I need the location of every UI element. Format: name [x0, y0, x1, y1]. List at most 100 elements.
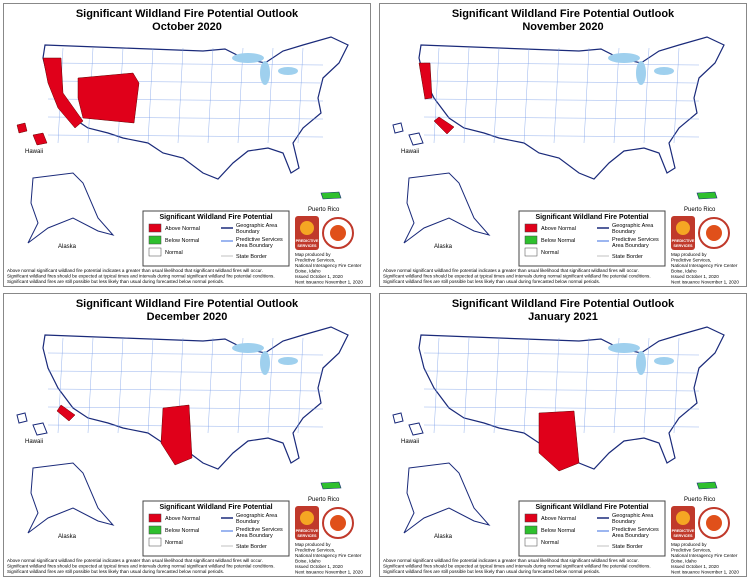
legend-title: Significant Wildland Fire Potential	[535, 214, 648, 221]
state-border	[423, 62, 700, 66]
state-border	[423, 388, 700, 392]
credit-line: Predictive Services,	[295, 548, 335, 553]
credit-line: Map produced by	[295, 542, 331, 547]
great-lake	[636, 61, 646, 85]
state-border	[423, 116, 700, 120]
legend-label: Above Normal	[165, 226, 200, 232]
hawaii-island	[408, 422, 424, 436]
great-lake	[260, 61, 270, 85]
nifc-seal-center	[330, 515, 346, 531]
map-title: Significant Wildland Fire Potential Outl…	[452, 298, 675, 310]
state-border	[423, 80, 700, 84]
nifc-seal-center	[706, 515, 722, 531]
alaska-outline	[403, 462, 491, 534]
legend-label: Below Normal	[165, 528, 199, 534]
hawaii-island	[16, 412, 28, 424]
great-lake	[608, 343, 640, 353]
credit-line: Issued October 1, 2020	[295, 274, 343, 279]
footnote: Significant wildland fires should be exp…	[383, 274, 651, 279]
logo-text: SERVICES	[673, 244, 693, 248]
hawaii-island	[392, 412, 404, 424]
state-border	[117, 337, 124, 434]
legend-box	[518, 500, 666, 557]
nifc-seal-center	[330, 225, 346, 241]
alaska-outline	[27, 462, 115, 534]
above-normal-area	[538, 410, 580, 472]
legend-label: State Border	[612, 544, 643, 550]
legend-box	[518, 210, 666, 267]
footnote: Significant wildland fires should be exp…	[383, 564, 651, 569]
legend-label: Predictive Services	[612, 237, 659, 243]
puerto-rico-label: Puerto Rico	[308, 497, 340, 503]
credit-line: Map produced by	[295, 252, 331, 257]
footnote: Significant wildland fires are still pos…	[7, 279, 224, 284]
great-lake	[278, 67, 298, 75]
legend-label: Below Normal	[541, 528, 575, 534]
legend-swatch	[524, 513, 538, 523]
state-border	[237, 47, 244, 144]
above-normal-area	[56, 404, 76, 422]
great-lake	[636, 351, 646, 375]
hawaii-label: Hawaii	[401, 149, 419, 155]
hawaii-label: Hawaii	[25, 439, 43, 445]
alaska-label: Alaska	[434, 244, 453, 250]
great-lake	[232, 53, 264, 63]
state-border	[87, 337, 94, 434]
puerto-rico-label: Puerto Rico	[684, 497, 716, 503]
legend-swatch	[148, 235, 162, 245]
hawaii-label: Hawaii	[401, 439, 419, 445]
state-border	[267, 47, 274, 144]
credit-line: National Interagency Fire Center	[295, 263, 362, 268]
legend-swatch	[148, 537, 162, 547]
map-subtitle: November 2020	[522, 21, 603, 33]
state-border	[47, 352, 324, 356]
hawaii-island	[392, 122, 404, 134]
credit-line: Boise, Idaho	[671, 559, 697, 564]
footnote: Significant wildland fires are still pos…	[383, 569, 600, 574]
state-border	[423, 134, 700, 138]
legend-box	[142, 500, 290, 557]
legend-label: Geographic Area	[236, 223, 278, 229]
map-subtitle: January 2021	[528, 311, 598, 323]
logo-text: SERVICES	[297, 244, 317, 248]
above-normal-area	[32, 132, 48, 146]
great-lake	[278, 357, 298, 365]
above-normal-area	[16, 122, 28, 134]
credit-line: Map produced by	[671, 542, 707, 547]
legend-label: Area Boundary	[236, 533, 273, 539]
state-border	[583, 47, 590, 144]
legend-label: Geographic Area	[612, 223, 654, 229]
legend-swatch	[524, 223, 538, 233]
credit-line: Predictive Services,	[671, 548, 711, 553]
logo-text: SERVICES	[297, 534, 317, 538]
legend-label: Below Normal	[541, 238, 575, 244]
state-border	[643, 47, 650, 144]
state-border	[57, 337, 64, 434]
map-subtitle: December 2020	[147, 311, 228, 323]
logo-text: SERVICES	[673, 534, 693, 538]
puerto-rico	[696, 481, 718, 490]
credit-line: Boise, Idaho	[671, 269, 697, 274]
great-lake	[654, 67, 674, 75]
footnote: Significant wildland fires should be exp…	[7, 274, 275, 279]
state-border	[423, 98, 700, 102]
state-border	[613, 47, 620, 144]
legend-label: Geographic Area	[236, 513, 278, 519]
state-border	[47, 370, 324, 374]
legend-label: Predictive Services	[236, 237, 283, 243]
map-panel: Significant Wildland Fire Potential Outl…	[3, 293, 371, 577]
great-lake	[260, 351, 270, 375]
credit-line: Issued October 1, 2020	[671, 274, 719, 279]
legend-label: Boundary	[612, 229, 636, 235]
footnote: Above normal significant wildland fire p…	[7, 268, 263, 273]
map-title: Significant Wildland Fire Potential Outl…	[76, 8, 299, 20]
alaska-outline	[403, 172, 491, 244]
footnote: Significant wildland fires should be exp…	[7, 564, 275, 569]
state-border	[673, 337, 680, 434]
hawaii-island	[32, 422, 48, 436]
map-subtitle: October 2020	[152, 21, 222, 33]
state-border	[423, 352, 700, 356]
legend-label: Below Normal	[165, 238, 199, 244]
alaska-label: Alaska	[58, 244, 77, 250]
credit-line: Boise, Idaho	[295, 269, 321, 274]
